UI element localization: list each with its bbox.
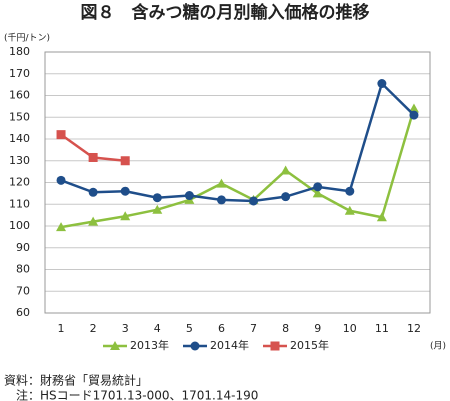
y-tick-label: 170 — [9, 67, 30, 80]
x-tick-label: 6 — [218, 322, 225, 335]
data-point — [88, 152, 98, 162]
plot-border — [44, 51, 431, 314]
y-tick-label: 90 — [16, 241, 30, 254]
chart-title: 図８ 含みつ糖の月別輸入価格の推移 — [81, 2, 370, 23]
y-tick-label: 110 — [9, 197, 30, 210]
x-tick-label: 3 — [122, 322, 129, 335]
x-tick-label: 2 — [90, 322, 97, 335]
x-tick-label: 7 — [250, 322, 257, 335]
x-tick-label: 5 — [186, 322, 193, 335]
data-point — [184, 191, 194, 201]
data-point — [377, 79, 387, 89]
data-point — [249, 196, 259, 206]
data-point — [152, 193, 162, 203]
data-point — [408, 103, 419, 113]
data-point — [88, 187, 98, 197]
data-point — [120, 211, 131, 221]
data-point — [312, 188, 323, 198]
data-point — [281, 192, 291, 202]
y-tick-label: 180 — [9, 45, 30, 58]
y-tick-label: 70 — [16, 284, 30, 297]
y-tick-label: 100 — [9, 219, 30, 232]
data-point — [216, 178, 227, 188]
y-tick-label: 80 — [16, 263, 30, 276]
x-tick-label: 11 — [375, 322, 389, 335]
y-tick-label: 130 — [9, 154, 30, 167]
data-point — [216, 195, 226, 205]
x-tick-label: 8 — [282, 322, 289, 335]
y-tick-label: 120 — [9, 176, 30, 189]
data-point — [56, 175, 66, 185]
data-point — [280, 165, 291, 175]
legend-label: 2013年 — [130, 338, 169, 352]
data-point — [313, 182, 323, 192]
data-point — [344, 205, 355, 215]
data-point — [376, 212, 387, 222]
series-line — [60, 81, 415, 203]
x-tick-label: 1 — [58, 322, 65, 335]
data-point — [56, 222, 67, 232]
data-point — [88, 216, 99, 226]
legend-label: 2015年 — [290, 338, 329, 352]
data-point — [56, 130, 66, 140]
note: 資料：財務省「貿易統計」 — [4, 373, 148, 388]
y-tick-label: 60 — [16, 306, 30, 319]
data-point — [120, 156, 130, 166]
data-point — [409, 110, 419, 120]
legend-marker — [190, 341, 200, 351]
series-line — [60, 108, 416, 229]
data-point — [152, 204, 163, 214]
note: 注：HSコード1701.13-000、1701.14-190 — [4, 388, 258, 401]
y-tick-label: 140 — [9, 132, 30, 145]
legend-marker — [110, 341, 120, 350]
legend-label: 2014年 — [210, 338, 249, 352]
data-point — [120, 186, 130, 196]
legend-marker — [270, 341, 280, 351]
y-tick-label: 160 — [9, 89, 30, 102]
x-tick-label: 12 — [407, 322, 421, 335]
data-point — [345, 186, 355, 196]
y-axis-label: (千円/トン) — [4, 33, 50, 44]
x-tick-label: 9 — [314, 322, 321, 335]
x-axis-label: (月) — [430, 341, 446, 352]
x-tick-label: 4 — [154, 322, 161, 335]
y-tick-label: 150 — [9, 110, 30, 123]
x-tick-label: 10 — [343, 322, 357, 335]
